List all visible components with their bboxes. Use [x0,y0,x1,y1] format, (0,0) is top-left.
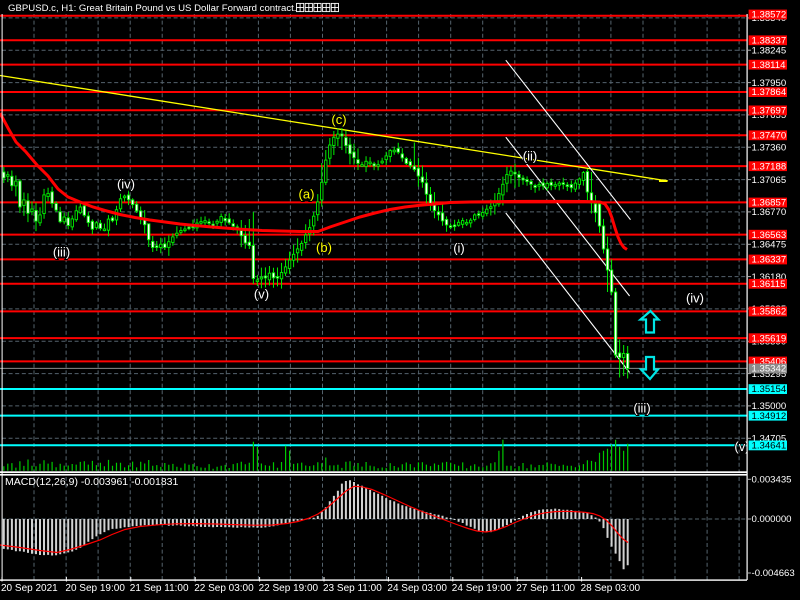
svg-text:1.38245: 1.38245 [752,45,787,56]
svg-text:1.37950: 1.37950 [752,78,787,89]
svg-text:(b): (b) [316,240,332,255]
svg-text:28 Sep 03:00: 28 Sep 03:00 [581,583,641,594]
svg-text:1.36857: 1.36857 [752,198,787,209]
svg-text:1.37864: 1.37864 [752,87,787,98]
svg-text:1.37655: 1.37655 [752,110,787,121]
svg-text:20 Sep 2021: 20 Sep 2021 [1,583,58,594]
svg-text:1.36770: 1.36770 [752,207,787,218]
svg-text:1.37360: 1.37360 [752,142,787,153]
svg-text:1.37065: 1.37065 [752,175,787,186]
svg-text:1.38337: 1.38337 [752,35,787,46]
svg-text:1.35295: 1.35295 [752,369,787,380]
svg-text:1.35619: 1.35619 [752,333,787,344]
svg-text:(ii): (ii) [523,149,537,164]
svg-text:1.37188: 1.37188 [752,161,787,172]
svg-text:(i): (i) [453,241,465,256]
svg-text:1.36563: 1.36563 [752,230,787,241]
svg-text:1.38114: 1.38114 [752,60,787,71]
svg-text:27 Sep 11:00: 27 Sep 11:00 [516,583,575,594]
svg-text:1.35342: 1.35342 [752,364,787,375]
svg-text:GBPUSD.c, H1: Great Britain P: GBPUSD.c, H1: Great Britain Pound vs US … [8,3,296,14]
svg-text:1.34912: 1.34912 [752,411,787,422]
svg-text:22 Sep 19:00: 22 Sep 19:00 [259,583,319,594]
svg-text:22 Sep 03:00: 22 Sep 03:00 [194,583,254,594]
svg-text:1.34641: 1.34641 [752,441,787,452]
svg-text:(iii): (iii) [53,245,70,260]
svg-text:1.36115: 1.36115 [752,279,786,290]
svg-text:23 Sep 11:00: 23 Sep 11:00 [323,583,382,594]
svg-text:1.35862: 1.35862 [752,307,787,318]
svg-text:1.38572: 1.38572 [752,10,787,21]
svg-text:0.000000: 0.000000 [752,514,792,525]
svg-text:21 Sep 11:00: 21 Sep 11:00 [130,583,189,594]
svg-text:1.36475: 1.36475 [752,240,787,251]
svg-text:(a): (a) [299,187,315,202]
svg-text:20 Sep 19:00: 20 Sep 19:00 [65,583,125,594]
svg-text:0.003435: 0.003435 [752,475,792,486]
svg-text:(c): (c) [331,112,346,127]
svg-text:24 Sep 19:00: 24 Sep 19:00 [452,583,512,594]
svg-text:1.36180: 1.36180 [752,272,787,283]
svg-text:-0.004663: -0.004663 [752,568,795,579]
svg-text:1.35406: 1.35406 [752,357,787,368]
svg-text:(iv): (iv) [686,291,704,306]
svg-text:1.37470: 1.37470 [752,130,787,141]
svg-text:1.35154: 1.35154 [752,384,787,395]
svg-text:1.34705: 1.34705 [752,434,787,445]
svg-text:MACD(12,26,9) -0.003961 -0.001: MACD(12,26,9) -0.003961 -0.001831 [5,476,179,488]
svg-text:(iii): (iii) [633,401,650,416]
svg-text:(v): (v) [734,439,749,454]
svg-text:1.35000: 1.35000 [752,401,787,412]
svg-text:24 Sep 03:00: 24 Sep 03:00 [387,583,447,594]
svg-text:(iv): (iv) [117,177,135,192]
svg-text:1.36337: 1.36337 [752,255,787,266]
svg-text:1.37697: 1.37697 [752,106,787,117]
svg-text:(v): (v) [254,287,269,302]
